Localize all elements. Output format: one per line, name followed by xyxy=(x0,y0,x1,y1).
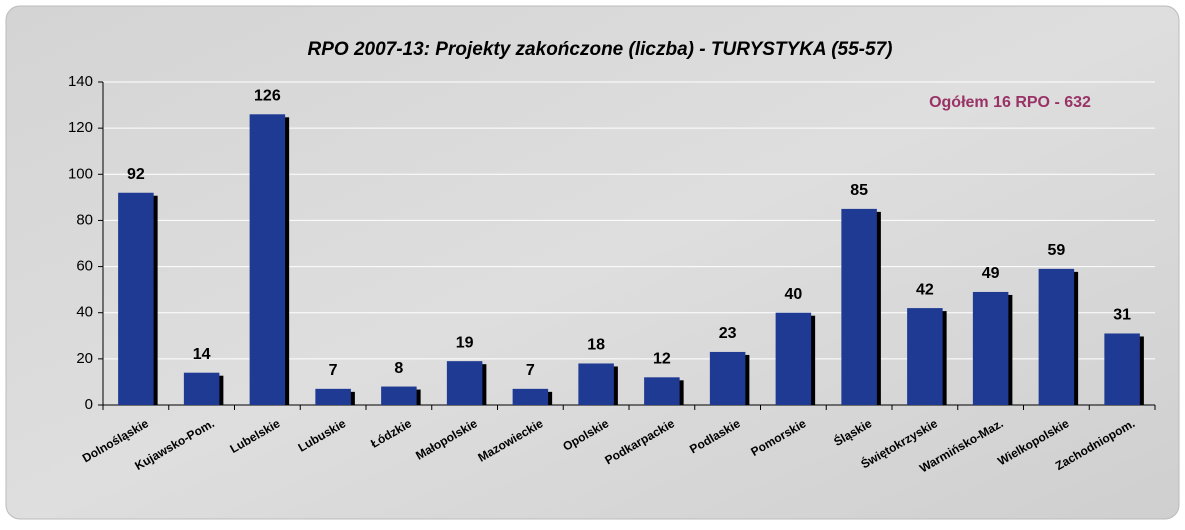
bar xyxy=(644,377,680,405)
bar xyxy=(1038,268,1075,405)
bar xyxy=(907,308,943,405)
y-tick-label: 0 xyxy=(85,396,93,413)
bar xyxy=(709,351,746,405)
bar xyxy=(578,363,614,405)
y-tick-label: 120 xyxy=(68,119,93,136)
data-label: 12 xyxy=(653,351,671,368)
data-label: 40 xyxy=(784,286,802,303)
bar xyxy=(315,388,351,405)
data-label: 85 xyxy=(850,182,868,199)
bar xyxy=(249,114,286,406)
data-label: 49 xyxy=(982,265,1000,282)
background xyxy=(5,5,1180,520)
bar xyxy=(841,208,877,405)
data-label: 126 xyxy=(254,88,281,105)
y-tick-label: 80 xyxy=(76,211,93,228)
data-label: 14 xyxy=(193,346,211,363)
annotation: Ogółem 16 RPO - 632 xyxy=(929,94,1091,111)
chart-title: RPO 2007-13: Projekty zakończone (liczba… xyxy=(308,39,893,60)
y-tick-label: 60 xyxy=(76,258,93,275)
bar xyxy=(446,361,483,405)
bar xyxy=(775,312,812,405)
y-tick-label: 100 xyxy=(68,165,93,182)
data-label: 31 xyxy=(1113,307,1131,324)
data-label: 59 xyxy=(1047,242,1065,259)
data-label: 7 xyxy=(329,362,338,379)
data-label: 18 xyxy=(587,337,605,354)
y-tick-label: 40 xyxy=(76,304,93,321)
data-label: 42 xyxy=(916,281,934,298)
bar xyxy=(381,386,417,405)
data-label: 8 xyxy=(394,360,403,377)
bar xyxy=(118,192,154,405)
bar xyxy=(183,372,220,405)
data-label: 92 xyxy=(127,166,145,183)
data-label: 23 xyxy=(719,325,737,342)
data-label: 7 xyxy=(526,362,535,379)
y-tick-label: 20 xyxy=(76,350,93,367)
y-tick-label: 140 xyxy=(68,73,93,90)
bar xyxy=(512,388,549,405)
bar xyxy=(972,291,1009,405)
data-label: 19 xyxy=(456,334,474,351)
bar xyxy=(1104,333,1140,405)
